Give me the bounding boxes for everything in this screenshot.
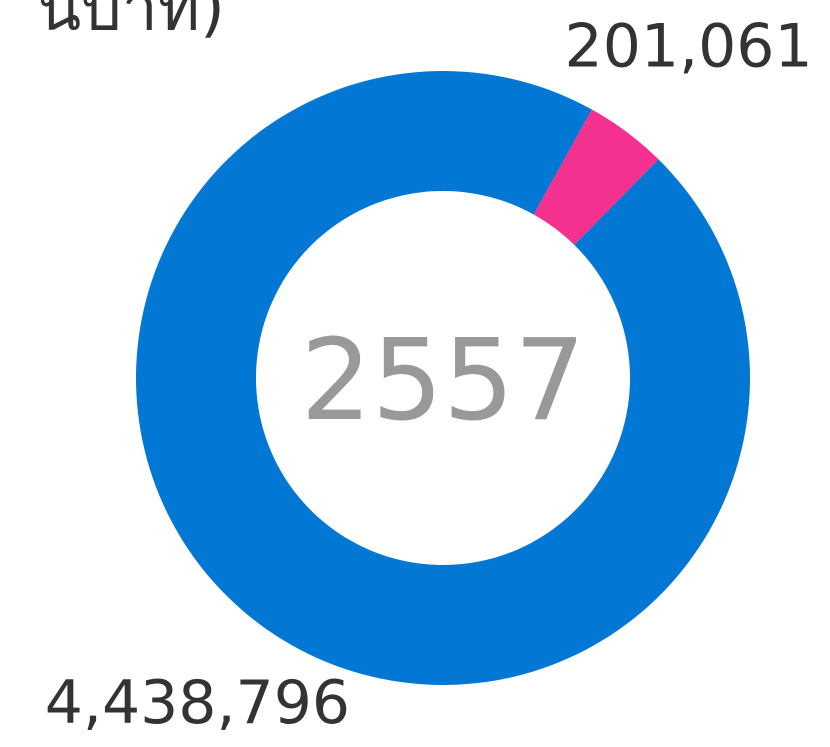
value-label: 4,438,796 xyxy=(45,668,350,738)
value-label: 201,061 xyxy=(565,11,813,81)
center-label: 2557 xyxy=(300,316,585,446)
donut-segment xyxy=(533,109,659,245)
donut-segment xyxy=(136,70,751,685)
chart-title: นบาท) xyxy=(38,0,225,46)
